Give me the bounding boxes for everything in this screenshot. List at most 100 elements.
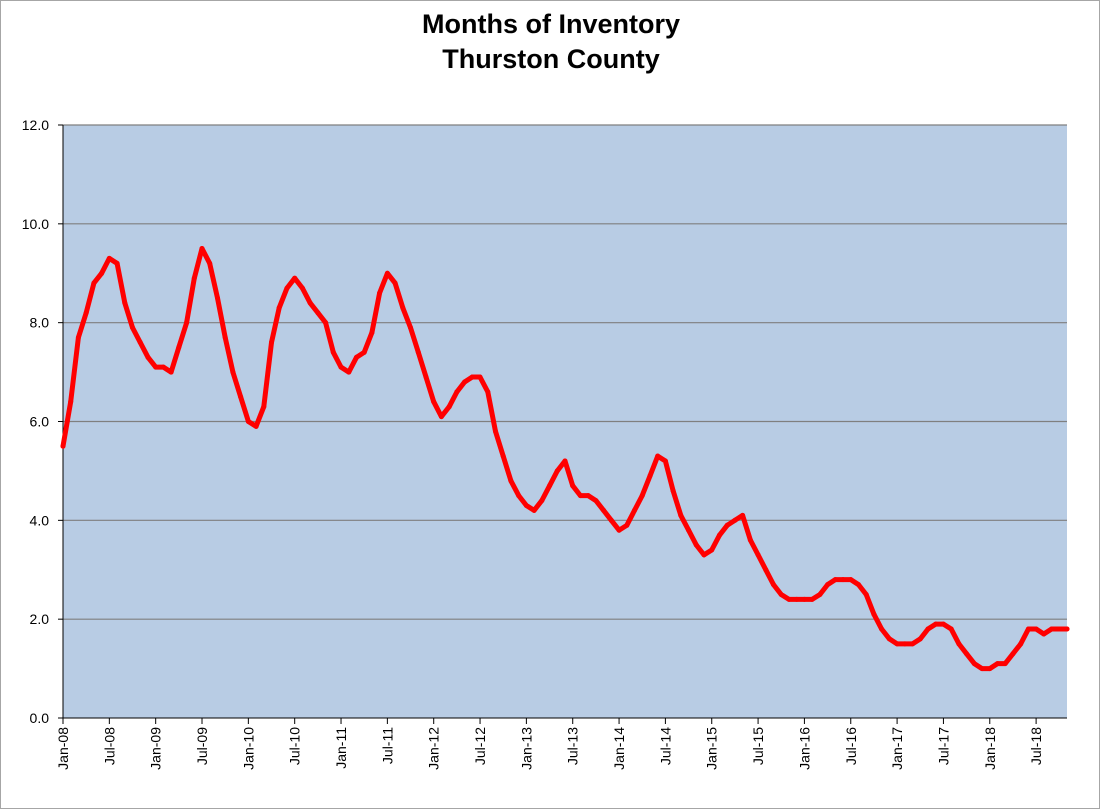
- y-tick-label: 10.0: [22, 216, 49, 232]
- y-axis-ticks: 0.0 2.0 4.0 6.0 8.0 10.0 12.0: [22, 117, 63, 726]
- data-point: [670, 488, 676, 494]
- data-point: [106, 255, 112, 261]
- data-point: [647, 473, 653, 479]
- x-tick-label: Jan-08: [55, 727, 71, 770]
- x-tick-label: Jan-15: [704, 727, 720, 770]
- data-point: [755, 552, 761, 558]
- data-point: [215, 295, 220, 301]
- data-point: [423, 374, 429, 380]
- data-point: [377, 290, 383, 296]
- data-point: [948, 626, 954, 632]
- data-point: [693, 542, 699, 548]
- data-point: [446, 404, 452, 410]
- data-point: [894, 641, 900, 647]
- data-point: [199, 246, 205, 251]
- data-point: [856, 582, 861, 588]
- data-point: [477, 374, 483, 380]
- data-point: [902, 641, 908, 647]
- data-point: [995, 661, 1000, 667]
- data-point: [662, 458, 668, 464]
- data-point: [299, 285, 305, 291]
- data-point: [786, 596, 792, 602]
- data-point: [1025, 626, 1031, 632]
- data-point: [253, 423, 259, 429]
- data-point: [1041, 631, 1047, 637]
- data-point: [292, 275, 298, 281]
- data-point: [724, 522, 730, 528]
- data-point: [825, 582, 831, 588]
- x-tick-label: Jan-10: [240, 727, 256, 770]
- y-tick-label: 12.0: [22, 117, 49, 133]
- data-point: [778, 592, 784, 597]
- chart-title: Months of Inventory: [422, 9, 680, 39]
- x-tick-label: Jul-17: [935, 727, 951, 765]
- data-point: [1002, 661, 1008, 667]
- x-tick-label: Jul-09: [194, 727, 210, 765]
- y-tick-label: 2.0: [30, 611, 50, 627]
- data-point: [191, 275, 197, 281]
- x-tick-label: Jan-12: [426, 727, 442, 770]
- data-point: [1010, 651, 1016, 657]
- y-tick-label: 6.0: [30, 414, 50, 430]
- data-point: [1018, 641, 1024, 647]
- data-point: [431, 399, 437, 405]
- data-point: [639, 493, 645, 499]
- data-point: [508, 478, 514, 484]
- series-layer: [60, 246, 1070, 672]
- data-point: [230, 369, 236, 375]
- data-point: [632, 507, 637, 513]
- data-point: [462, 379, 468, 385]
- data-point: [330, 349, 336, 355]
- x-tick-label: Jan-17: [889, 727, 905, 770]
- data-point: [323, 320, 329, 326]
- x-tick-label: Jan-11: [333, 727, 349, 769]
- data-point: [145, 354, 151, 360]
- data-point: [400, 305, 406, 311]
- data-point: [840, 577, 846, 583]
- x-axis-ticks: Jan-08 Jul-08 Jan-09 Jul-09 Jan-10 Jul-10 Jan-…: [55, 718, 1044, 770]
- data-point: [438, 414, 444, 420]
- data-point: [83, 310, 89, 316]
- data-point: [523, 503, 529, 508]
- data-point: [369, 330, 375, 336]
- data-point: [1033, 626, 1039, 632]
- data-point: [809, 596, 815, 602]
- x-tick-label: Jul-11: [379, 727, 395, 764]
- data-point: [987, 666, 993, 672]
- data-point: [1056, 626, 1062, 632]
- data-point: [130, 325, 135, 331]
- data-point: [60, 443, 66, 449]
- data-point: [747, 537, 753, 543]
- data-point: [485, 389, 491, 395]
- data-point: [794, 596, 800, 602]
- data-point: [238, 394, 244, 400]
- data-point: [601, 507, 607, 513]
- data-point: [979, 666, 985, 672]
- data-point: [871, 611, 877, 617]
- x-tick-label: Jul-14: [657, 727, 673, 765]
- x-tick-label: Jan-14: [611, 727, 627, 770]
- data-point: [925, 626, 931, 632]
- data-point: [384, 270, 390, 276]
- data-point: [338, 364, 344, 370]
- data-point: [848, 577, 854, 583]
- data-point: [863, 592, 869, 597]
- data-point: [832, 577, 838, 583]
- x-tick-label: Jul-15: [750, 727, 766, 765]
- data-point: [153, 364, 159, 370]
- data-point: [763, 567, 769, 573]
- data-point: [624, 522, 630, 528]
- data-point: [222, 335, 228, 340]
- data-point: [570, 483, 576, 489]
- x-tick-label: Jan-09: [148, 727, 164, 770]
- data-point: [709, 547, 715, 553]
- data-point: [608, 517, 614, 523]
- y-tick-label: 0.0: [30, 710, 50, 726]
- data-point: [68, 399, 74, 405]
- data-point: [415, 349, 421, 355]
- data-point: [917, 636, 923, 642]
- data-point: [964, 651, 970, 657]
- x-tick-label: Jul-10: [287, 727, 303, 765]
- x-tick-label: Jan-18: [982, 727, 998, 770]
